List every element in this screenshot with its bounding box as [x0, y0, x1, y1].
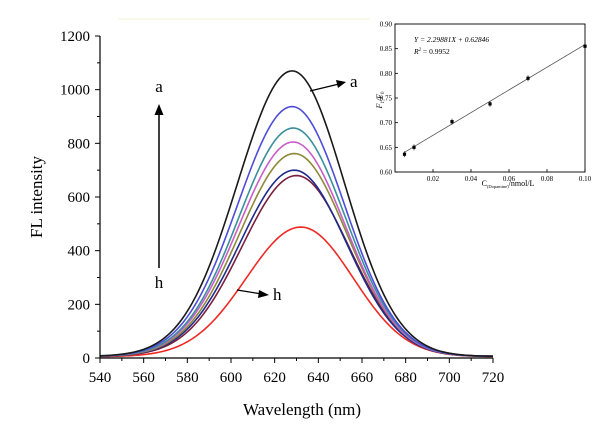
inset-background	[370, 14, 596, 190]
spectrum-curve	[99, 105, 494, 358]
y-tick-label: 600	[68, 190, 91, 206]
inset-data-point	[488, 102, 492, 106]
inset-frame	[394, 23, 586, 173]
curve-a-label: a	[350, 72, 358, 91]
inset-y-tick-label: 0.70	[380, 119, 393, 127]
x-tick-label: 660	[351, 370, 374, 386]
x-tick-label: 620	[263, 370, 286, 386]
inset-y-tick-label: 0.65	[380, 144, 393, 152]
y-tick-label: 1000	[60, 83, 90, 99]
spectrum-curve	[99, 70, 494, 358]
inset-r-squared: R2 = 0.9952	[413, 47, 450, 56]
x-tick-label: 540	[89, 370, 112, 386]
inset-data-point	[583, 44, 587, 48]
inset-data-point	[526, 76, 530, 80]
inset-x-axis-label: C(Dopamine)/nmol/L	[482, 179, 535, 189]
main-tick-labels: 540 560 580 600 620 640 660 680 700 720 0 200 400 600…	[60, 29, 504, 386]
inset-tick-labels: 0.02 0.04 0.06 0.08 0.10 0.60 0.65 0.70 0.75 0.80…	[380, 21, 592, 184]
inset-fit-line	[404, 44, 586, 153]
r2-superscript: 2	[419, 48, 422, 53]
main-axis-ticks	[95, 35, 494, 363]
main-chart: 540 560 580 600 620 640 660 680 700 720 0 200 400 600…	[27, 29, 504, 419]
curve-h-pointer-head	[258, 290, 269, 298]
inset-data-point	[450, 120, 454, 124]
inset-y-tick-label: 0.90	[380, 21, 393, 29]
inset-ylabel-main: F	[375, 104, 384, 110]
inset-equation: Y = 2.29881X + 0.62846	[414, 35, 489, 44]
inset-x-tick-label: 0.10	[579, 175, 592, 183]
inset-x-tick-label: 0.08	[541, 175, 554, 183]
y-tick-label: 400	[68, 244, 91, 260]
r2-label: R	[413, 47, 419, 56]
inset-y-tick-label: 0.85	[380, 45, 393, 53]
inset-points	[402, 43, 587, 158]
curve-h-pointer-line	[236, 289, 263, 295]
y-tick-label: 200	[68, 297, 91, 313]
x-tick-label: 720	[482, 370, 505, 386]
inset-xlabel-main: C	[482, 179, 487, 188]
inset-y-tick-label: 0.60	[380, 169, 393, 177]
y-tick-label: 800	[68, 136, 91, 152]
curve-a-pointer-line	[309, 83, 340, 92]
inset-ylabel-sub1: 1	[381, 101, 386, 104]
inset-ylabel-sub2: 0	[381, 91, 386, 94]
x-tick-label: 560	[132, 370, 155, 386]
curve-h-label: h	[273, 285, 282, 304]
x-tick-label: 600	[220, 370, 243, 386]
inset-y-tick-label: 0.75	[380, 95, 393, 103]
y-tick-label: 1200	[60, 29, 90, 45]
inset-xlabel-tail: /nmol/L	[509, 179, 535, 188]
top-trend-label: a	[155, 77, 163, 96]
bottom-trend-label: h	[155, 273, 164, 292]
x-tick-label: 640	[307, 370, 330, 386]
inset-y-tick-label: 0.80	[380, 70, 393, 78]
inset-data-point	[412, 145, 416, 149]
x-tick-label: 580	[176, 370, 199, 386]
x-tick-label: 680	[394, 370, 417, 386]
inset-ylabel-mid: /F	[375, 94, 384, 102]
inset-x-tick-label: 0.06	[503, 175, 516, 183]
curve-a-pointer-head	[336, 80, 346, 88]
y-axis-label: FL intensity	[27, 155, 46, 238]
main-curves	[99, 70, 494, 358]
inset-data-point	[402, 152, 407, 156]
inset-y-axis-label: F1/F0	[375, 91, 386, 110]
r2-value: = 0.9952	[421, 47, 450, 56]
inset-chart: 0.02 0.04 0.06 0.08 0.10 0.60 0.65 0.70 0.75 0.80…	[370, 14, 596, 190]
trend-arrow-head	[154, 104, 164, 115]
inset-xlabel-sub: (Dopamine)	[487, 184, 509, 189]
x-axis-label: Wavelength (nm)	[243, 400, 361, 419]
inset-x-tick-label: 0.04	[465, 175, 478, 183]
y-tick-label: 0	[83, 351, 91, 367]
x-tick-label: 700	[438, 370, 461, 386]
inset-x-tick-label: 0.02	[427, 175, 440, 183]
